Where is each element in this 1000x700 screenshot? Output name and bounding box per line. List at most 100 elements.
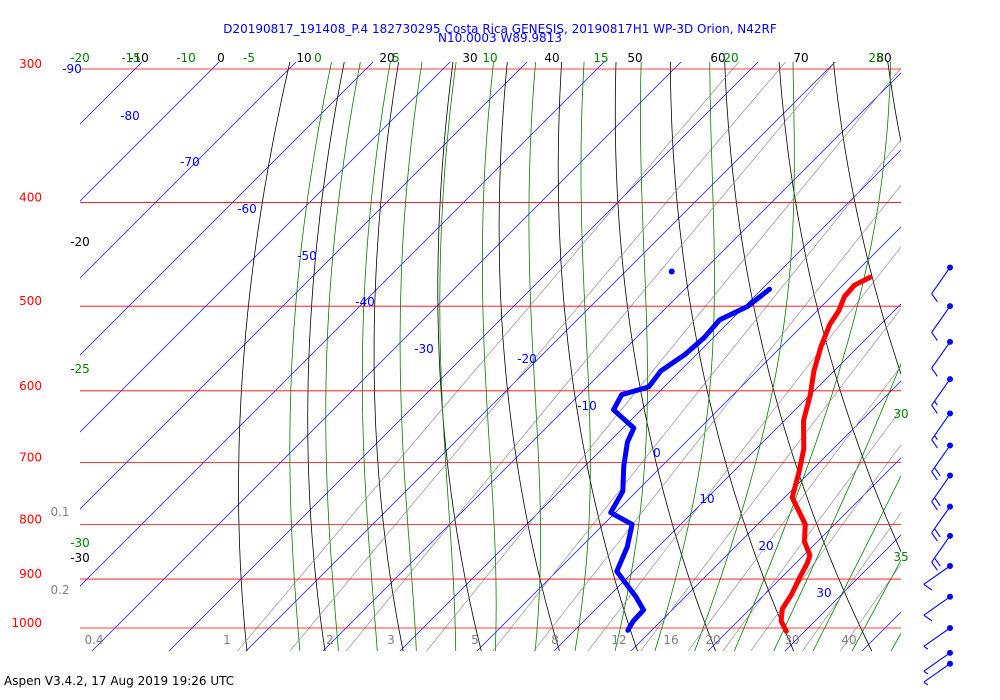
- moist-adiabat-line: [361, 62, 391, 651]
- isotherm-line: [80, 62, 451, 433]
- mixing-ratio-label: 5: [471, 633, 479, 647]
- moist-adiabat-line: [694, 62, 795, 651]
- top-black-label: 80: [876, 51, 891, 65]
- chart-title-line-1: D20190817_191408_P.4 182730295 Costa Ric…: [223, 22, 777, 36]
- dry-adiabat-line: [238, 62, 291, 651]
- mixing-ratio-line: [587, 246, 901, 651]
- dewpoint-profile: [608, 286, 772, 633]
- isotherm-line: [918, 0, 1000, 672]
- isotherm-line: [80, 62, 297, 279]
- isotherm-line: [553, 303, 901, 651]
- isotherm-label: 10: [699, 492, 714, 506]
- moist-adiabat-line: [325, 62, 361, 651]
- moist-adiabat-line: [574, 62, 591, 651]
- isotherm-label: 30: [816, 586, 831, 600]
- sounding-profiles: [608, 268, 873, 634]
- mixing-ratio-line: [722, 408, 901, 651]
- isotherm-line: [91, 62, 682, 651]
- top-black-label: 50: [627, 51, 642, 65]
- top-green-label: 10: [482, 51, 497, 65]
- temperature-profile: [778, 274, 873, 634]
- isotherm-line: [322, 72, 901, 651]
- isotherm-line: [995, 0, 1000, 672]
- top-black-label: 60: [710, 51, 725, 65]
- isotherm-label: 0: [653, 446, 661, 460]
- mixing-ratio-line: [345, 62, 836, 651]
- wind-barbs: [923, 264, 953, 686]
- mixing-ratio-line: [492, 139, 901, 651]
- top-green-label: 15: [593, 51, 608, 65]
- top-green-label: -10: [176, 51, 196, 65]
- isotherm-line: [476, 226, 901, 651]
- dry-adiabat-line: [307, 62, 345, 651]
- top-green-label: 5: [392, 51, 400, 65]
- mixing-ratio-label: 1: [223, 633, 231, 647]
- wind-barb: [931, 410, 953, 449]
- mixing-ratio-line: [802, 512, 901, 651]
- chart-title-line-2: N10.0003 W89.9813: [438, 31, 562, 45]
- top-black-label: -10: [129, 51, 149, 65]
- isotherm-label: -80: [120, 109, 140, 123]
- dry-adiabat-line: [670, 62, 795, 651]
- left-black-label: -20: [70, 235, 90, 249]
- top-green-label: -15: [121, 51, 141, 65]
- isotherm-label: -70: [180, 155, 200, 169]
- pressure-label: 300: [19, 57, 42, 71]
- dry-adiabat-line: [557, 62, 638, 651]
- moist-adiabat-line: [399, 62, 423, 651]
- isotherm-label: 20: [758, 539, 773, 553]
- isotherm-line: [168, 62, 759, 651]
- left-green-label: -30: [70, 536, 90, 550]
- wind-barb: [923, 563, 953, 591]
- wind-barb: [923, 649, 953, 675]
- top-green-label: 0: [314, 51, 322, 65]
- mixing-ratio-line: [750, 444, 901, 651]
- moist-adiabat-line: [528, 62, 541, 651]
- top-green-label: -5: [243, 51, 255, 65]
- mixing-ratio-line: [687, 365, 901, 651]
- wind-barb: [931, 264, 953, 303]
- right-green-label: 30: [893, 407, 908, 421]
- mixing-ratio-label: 30: [784, 633, 799, 647]
- isotherm-line: [784, 534, 901, 651]
- isotherm-line: [80, 62, 605, 587]
- isotherm-label: -60: [237, 202, 257, 216]
- moist-adiabat-line: [439, 62, 457, 651]
- moist-adiabat-line: [812, 474, 901, 651]
- wind-barb: [931, 303, 953, 341]
- dry-adiabat-line: [373, 62, 404, 651]
- mixing-ratio-label: 8: [551, 633, 559, 647]
- left-black-label: -30: [70, 551, 90, 565]
- moist-adiabat-line: [654, 62, 715, 651]
- dewpoint-point: [668, 268, 675, 275]
- moist-adiabat-line: [851, 559, 901, 651]
- wind-barb: [923, 625, 953, 650]
- isotherm-label: -10: [577, 399, 597, 413]
- isotherm-line: [80, 62, 374, 356]
- mixing-ratio-label: 16: [663, 633, 678, 647]
- mixing-ratio-line: [237, 62, 740, 651]
- moist-adiabat-line: [733, 62, 892, 651]
- wind-barb: [931, 472, 953, 511]
- wind-barb: [931, 503, 953, 542]
- mixing-ratio-label: 3: [387, 633, 395, 647]
- moist-adiabat-line: [890, 632, 901, 651]
- mixing-ratio-label: 2: [326, 633, 334, 647]
- isotherm-label: -90: [62, 62, 82, 76]
- pressure-label: 500: [19, 294, 42, 308]
- background-lines: [80, 0, 1000, 672]
- isotherm-line: [80, 62, 143, 125]
- isotherm-label: -20: [517, 352, 537, 366]
- moist-adiabat-line: [773, 362, 901, 651]
- isotherm-line: [80, 62, 528, 510]
- wind-barb: [923, 660, 953, 686]
- dry-adiabat-line: [983, 0, 1000, 672]
- isotherm-line: [630, 380, 901, 651]
- pressure-label: 400: [19, 191, 42, 205]
- mixing-ratio-label: 40: [841, 633, 856, 647]
- mixing-ratio-line: [839, 563, 901, 651]
- isotherm-label: -50: [297, 249, 317, 263]
- left-green-label: -25: [70, 362, 90, 376]
- dry-adiabat-line: [498, 62, 560, 651]
